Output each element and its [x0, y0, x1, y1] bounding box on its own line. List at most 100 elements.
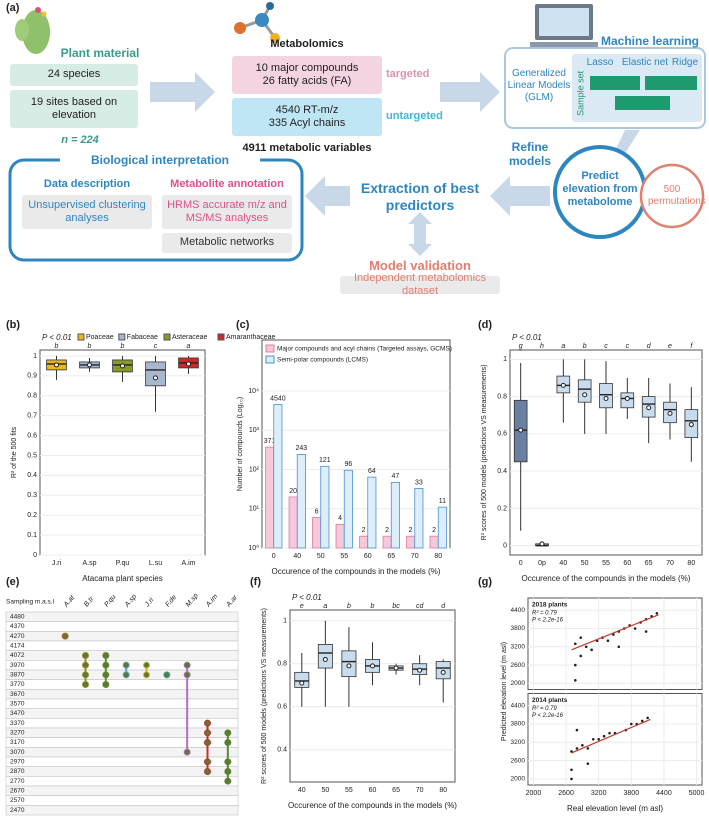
group-letter: b	[88, 343, 92, 350]
subtitle: Data description	[43, 178, 131, 190]
group-letter: b	[121, 343, 125, 350]
legend-swatch	[77, 333, 85, 341]
y-tick-label: 3200	[511, 739, 526, 746]
mean	[299, 680, 305, 686]
row-label: 4174	[10, 643, 25, 650]
y-tick-label: 2600	[511, 662, 526, 669]
x-tick-label: 70	[411, 553, 419, 560]
x-tick-label: 5000	[689, 790, 705, 797]
plot-area	[527, 597, 703, 690]
legend-swatch	[265, 355, 275, 364]
y-tick-label: 0.2	[27, 512, 37, 519]
x-tick-label: 50	[321, 787, 329, 794]
row	[5, 669, 239, 680]
point	[579, 636, 583, 639]
bar	[273, 404, 283, 549]
series-label: P.qu	[103, 594, 117, 609]
mean	[688, 422, 694, 428]
sample-size: n = 224	[61, 134, 99, 146]
plant-marker	[122, 671, 130, 679]
plant-marker	[183, 748, 191, 756]
plant-marker	[82, 661, 89, 669]
refine: Refine models	[508, 140, 551, 169]
mean	[539, 541, 545, 547]
y-axis-title: Predicted elevation level (m asl)	[501, 642, 508, 741]
molecule-icon	[234, 2, 280, 43]
row-label: 3670	[10, 691, 25, 698]
row-label: 2970	[10, 759, 25, 766]
box: 24 species	[10, 64, 138, 86]
x-axis-title: Occurence of the compounds in the models…	[272, 567, 441, 576]
bar	[382, 535, 392, 549]
x-tick-label: 55	[340, 553, 348, 560]
box: Unsupervised clustering analyses	[22, 195, 152, 229]
bar	[414, 488, 424, 549]
box	[317, 644, 333, 669]
legend-label: Amaranthaceae	[226, 334, 276, 341]
legend-label: Poaceae	[86, 334, 114, 341]
group-letter: a	[561, 343, 565, 350]
row	[5, 660, 239, 671]
value-label: 243	[296, 445, 308, 452]
x-tick-label: 65	[392, 787, 400, 794]
plant-marker	[183, 661, 191, 669]
value-label: 371	[264, 438, 276, 445]
arrow	[305, 176, 350, 216]
x-axis-title: Atacama plant species	[82, 574, 163, 583]
annotation: P < 0.01	[292, 593, 322, 602]
point	[574, 663, 577, 667]
x-tick-label: 80	[439, 787, 447, 794]
y-tick-label: 3800	[511, 625, 526, 632]
permutation-circle	[639, 163, 705, 229]
panel-label: (g)	[478, 576, 492, 588]
mean	[518, 427, 524, 433]
title: Plant material	[60, 46, 140, 60]
row	[5, 795, 239, 806]
bar	[265, 446, 275, 549]
bar	[429, 535, 439, 549]
plot-area	[289, 609, 456, 783]
y-tick-label: 0.4	[27, 472, 37, 479]
plant-marker	[82, 671, 89, 679]
x-tick-label: L.su	[149, 560, 162, 567]
x-tick-label: P.qu	[116, 560, 130, 567]
sample-set: Sample set	[575, 70, 586, 116]
point	[646, 716, 649, 720]
point	[630, 722, 633, 726]
x-tick-label: 40	[559, 560, 567, 567]
point	[655, 611, 659, 615]
series-label: B.tr	[83, 595, 96, 608]
plant-marker	[102, 671, 110, 679]
plant-marker	[82, 652, 89, 659]
group-letter: a	[187, 343, 191, 350]
value-label: 2	[385, 527, 389, 534]
group-letter: b	[583, 343, 587, 350]
box	[599, 383, 613, 409]
bar	[390, 481, 400, 549]
permutations: 500 permutations	[648, 184, 706, 207]
plant-marker	[224, 758, 232, 766]
plant-marker	[183, 671, 191, 679]
group-letter: d	[647, 343, 652, 350]
mean	[393, 665, 399, 671]
extraction: Extraction of best predictors	[360, 180, 480, 213]
panel-label: (f)	[250, 576, 261, 588]
point	[608, 731, 611, 735]
subtitle: Metabolite annotation	[170, 178, 284, 190]
value-label: 2	[362, 527, 366, 534]
series-label: J.ri	[143, 596, 155, 609]
box: HRMS accurate m/z and MS/MS analyses	[162, 195, 292, 229]
legend-swatch	[163, 333, 171, 341]
mean	[646, 405, 652, 411]
fold	[645, 76, 697, 90]
y-tick-label: 2000	[511, 776, 526, 783]
x-tick-label: A.sp	[82, 560, 96, 567]
y-tick-label: 2600	[511, 757, 526, 764]
box	[145, 361, 166, 387]
row	[5, 737, 239, 748]
row-label: 4480	[10, 614, 25, 621]
panel-label: (d)	[478, 319, 492, 331]
y-tick-label: 1	[503, 356, 507, 363]
row	[5, 756, 239, 767]
